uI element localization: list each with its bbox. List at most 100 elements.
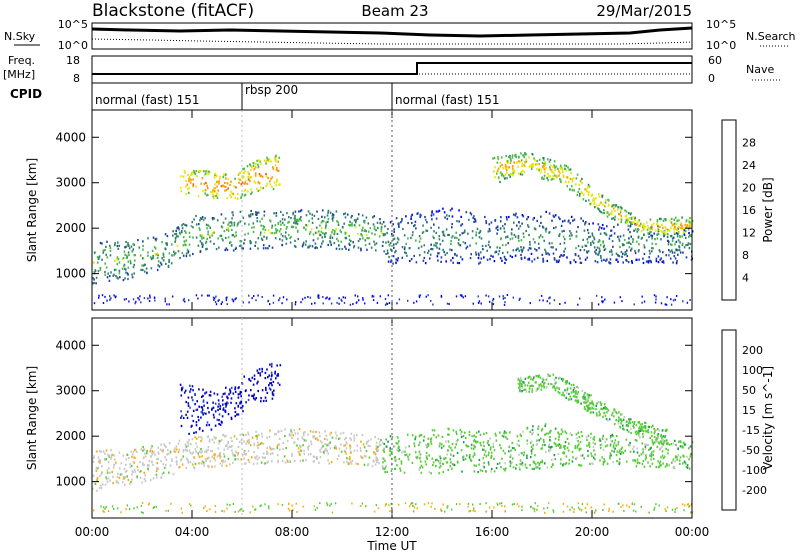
frequency-panel: Freq. [MHz] 18 8 60 0 Nave	[3, 54, 782, 85]
echo-cell	[212, 296, 215, 299]
echo-cell	[252, 164, 255, 168]
echo-cell	[665, 429, 667, 433]
freq-tick-low: 8	[73, 72, 80, 85]
echo-cell	[270, 378, 272, 381]
echo-cell	[507, 166, 510, 169]
echo-cell	[527, 376, 529, 379]
echo-cell	[403, 234, 406, 237]
echo-cell	[133, 456, 135, 459]
echo-cell	[336, 220, 338, 223]
echo-cell	[595, 408, 597, 411]
echo-cell	[546, 466, 549, 469]
echo-cell	[249, 164, 252, 167]
echo-cell	[529, 430, 532, 433]
echo-cell	[210, 449, 212, 453]
echo-cell	[181, 387, 183, 391]
echo-cell	[260, 186, 262, 189]
echo-cell	[510, 159, 512, 162]
echo-cell	[416, 455, 419, 458]
echo-cell	[451, 207, 453, 210]
echo-cell	[225, 177, 227, 180]
echo-cell	[199, 217, 202, 220]
echo-cell	[635, 433, 638, 436]
echo-cell	[100, 473, 103, 476]
echo-cell	[637, 461, 639, 464]
echo-cell	[559, 232, 561, 236]
echo-cell	[142, 257, 145, 260]
echo-cell	[561, 430, 564, 433]
echo-cell	[628, 212, 630, 215]
echo-cell	[255, 430, 257, 433]
echo-cell	[304, 243, 307, 246]
echo-cell	[549, 168, 552, 171]
echo-cell	[410, 215, 413, 218]
echo-cell	[633, 445, 635, 448]
echo-cell	[244, 233, 246, 236]
echo-cell	[579, 508, 581, 511]
echo-cell	[602, 509, 604, 511]
echo-cell	[505, 431, 507, 434]
echo-cell	[395, 258, 397, 261]
echo-cell	[162, 253, 165, 256]
echo-cell	[660, 230, 663, 233]
echo-cell	[425, 456, 428, 459]
echo-cell	[419, 237, 422, 240]
echo-cell	[269, 445, 271, 448]
echo-cell	[550, 169, 553, 172]
echo-cell	[439, 462, 441, 465]
echo-cell	[497, 176, 500, 179]
echo-cell	[154, 253, 157, 256]
echo-cell	[350, 451, 352, 454]
echo-cell	[447, 433, 449, 436]
echo-cell	[269, 452, 272, 456]
echo-cell	[485, 221, 488, 225]
echo-cell	[602, 463, 604, 466]
echo-cell	[237, 452, 239, 455]
echo-cell	[212, 189, 214, 192]
echo-cell	[537, 425, 540, 428]
echo-cell	[584, 506, 587, 509]
echo-cell	[214, 504, 216, 507]
echo-cell	[230, 180, 232, 183]
echo-cell	[577, 431, 579, 434]
echo-cell	[96, 476, 99, 480]
echo-cell	[421, 231, 424, 234]
echo-cell	[365, 455, 367, 458]
echo-cell	[312, 430, 314, 433]
echo-cell	[424, 218, 427, 221]
echo-cell	[671, 508, 674, 511]
echo-cell	[513, 161, 515, 164]
echo-cell	[277, 381, 279, 385]
echo-cell	[221, 510, 223, 512]
echo-cell	[222, 399, 224, 402]
echo-cell	[599, 437, 601, 441]
echo-cell	[634, 216, 636, 219]
echo-cell	[125, 463, 127, 466]
echo-cell	[548, 160, 551, 163]
echo-cell	[209, 460, 212, 463]
echo-cell	[245, 453, 247, 456]
echo-cell	[331, 230, 333, 233]
echo-cell	[622, 424, 624, 427]
echo-cell	[506, 171, 508, 174]
echo-cell	[287, 233, 290, 237]
echo-cell	[404, 450, 406, 453]
echo-cell	[279, 183, 281, 186]
echo-cell	[601, 223, 604, 227]
echo-cell	[591, 240, 594, 243]
echo-cell	[654, 428, 657, 431]
echo-cell	[339, 229, 342, 232]
echo-cell	[104, 273, 106, 276]
echo-cell	[200, 217, 203, 220]
echo-cell	[367, 230, 370, 233]
echo-cell	[404, 246, 406, 249]
echo-cell	[560, 224, 563, 227]
echo-cell	[156, 268, 159, 272]
echo-cell	[668, 249, 670, 252]
echo-cell	[490, 254, 492, 257]
echo-cell	[589, 411, 592, 414]
echo-cell	[391, 232, 393, 236]
echo-cell	[451, 508, 453, 511]
echo-cell	[567, 180, 570, 184]
echo-cell	[604, 414, 607, 417]
